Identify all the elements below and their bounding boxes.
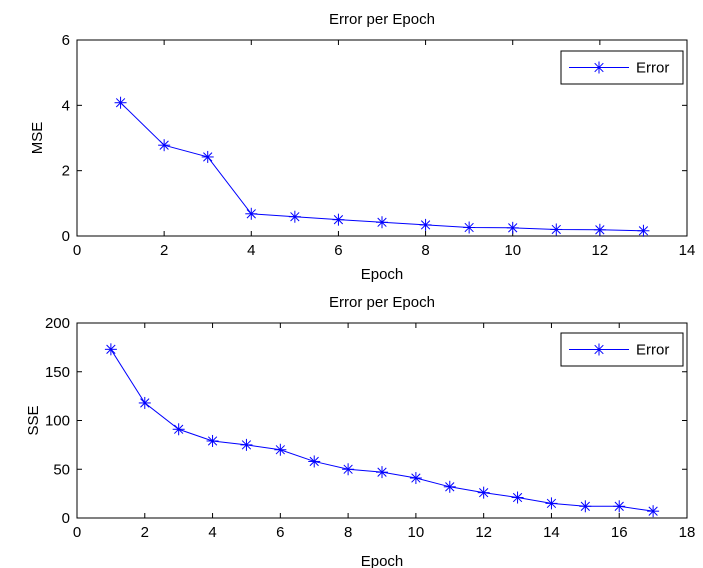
data-point: [376, 216, 388, 229]
x-tick-label: 6: [276, 524, 284, 541]
data-point: [245, 207, 258, 220]
data-point: [104, 343, 117, 356]
x-tick-label: 18: [679, 524, 696, 541]
legend: Error: [560, 50, 684, 85]
y-tick-label: 200: [45, 315, 70, 332]
x-axis-label: Epoch: [361, 266, 404, 283]
x-tick-label: 16: [611, 524, 628, 541]
data-point: [138, 396, 151, 409]
legend-entry: Error: [636, 342, 669, 359]
x-tick-label: 8: [421, 242, 429, 259]
data-point: [288, 210, 301, 223]
data-point: [545, 497, 558, 510]
legend-marker: [593, 343, 605, 356]
x-tick-label: 8: [344, 524, 352, 541]
y-tick-label: 4: [62, 97, 70, 114]
x-axis-label: Epoch: [361, 553, 404, 568]
data-point: [593, 223, 606, 236]
data-point: [332, 213, 345, 226]
data-point: [419, 218, 432, 231]
data-point: [647, 505, 660, 518]
data-point: [511, 491, 524, 504]
x-tick-label: 12: [592, 242, 609, 259]
chart-1: 0 2 4 6 8 10 12 14 0 2 4 6 Error per Epoch Epoch MSE Er…: [29, 11, 695, 283]
data-point: [506, 221, 519, 234]
chart-title: Error per Epoch: [329, 11, 435, 28]
x-tick-label: 0: [73, 524, 81, 541]
x-tick-label: 12: [475, 524, 492, 541]
data-point: [579, 500, 592, 513]
legend-marker: [593, 61, 605, 74]
y-tick-label: 6: [62, 32, 70, 49]
x-tick-label: 14: [679, 242, 696, 259]
data-point: [550, 223, 563, 236]
y-tick-label: 150: [45, 364, 70, 381]
x-tick-label: 10: [408, 524, 425, 541]
data-point: [342, 463, 355, 476]
data-point: [637, 224, 650, 237]
y-tick-label: 0: [62, 510, 70, 527]
x-tick-label: 14: [543, 524, 560, 541]
data-point: [274, 443, 287, 456]
data-point: [376, 466, 388, 479]
chart-2: 0 2 4 6 8 10 12 14 16 18 0 50 100 150 200 Error per Epo…: [25, 294, 695, 568]
x-tick-label: 6: [334, 242, 342, 259]
y-axis-label: MSE: [29, 122, 46, 155]
data-point: [463, 221, 476, 234]
data-point: [240, 438, 253, 451]
data-point: [201, 150, 214, 163]
x-tick-label: 4: [247, 242, 255, 259]
data-point: [613, 500, 626, 513]
x-tick-label: 2: [160, 242, 168, 259]
x-tick-label: 4: [208, 524, 216, 541]
data-point: [114, 96, 127, 109]
x-tick-label: 10: [504, 242, 521, 259]
y-axis-label: SSE: [25, 405, 42, 435]
data-point: [443, 480, 456, 493]
data-point: [206, 434, 219, 447]
legend-entry: Error: [636, 60, 669, 77]
data-point: [308, 455, 321, 468]
x-tick-label: 2: [141, 524, 149, 541]
x-tick-label: 0: [73, 242, 81, 259]
y-tick-label: 100: [45, 413, 70, 430]
data-point: [158, 139, 171, 152]
chart-title: Error per Epoch: [329, 294, 435, 311]
data-point: [172, 423, 185, 436]
data-point: [409, 472, 422, 485]
y-tick-label: 2: [62, 163, 70, 180]
y-tick-label: 50: [53, 461, 70, 478]
legend: Error: [560, 332, 684, 367]
data-point: [477, 486, 490, 499]
y-tick-label: 0: [62, 228, 70, 245]
